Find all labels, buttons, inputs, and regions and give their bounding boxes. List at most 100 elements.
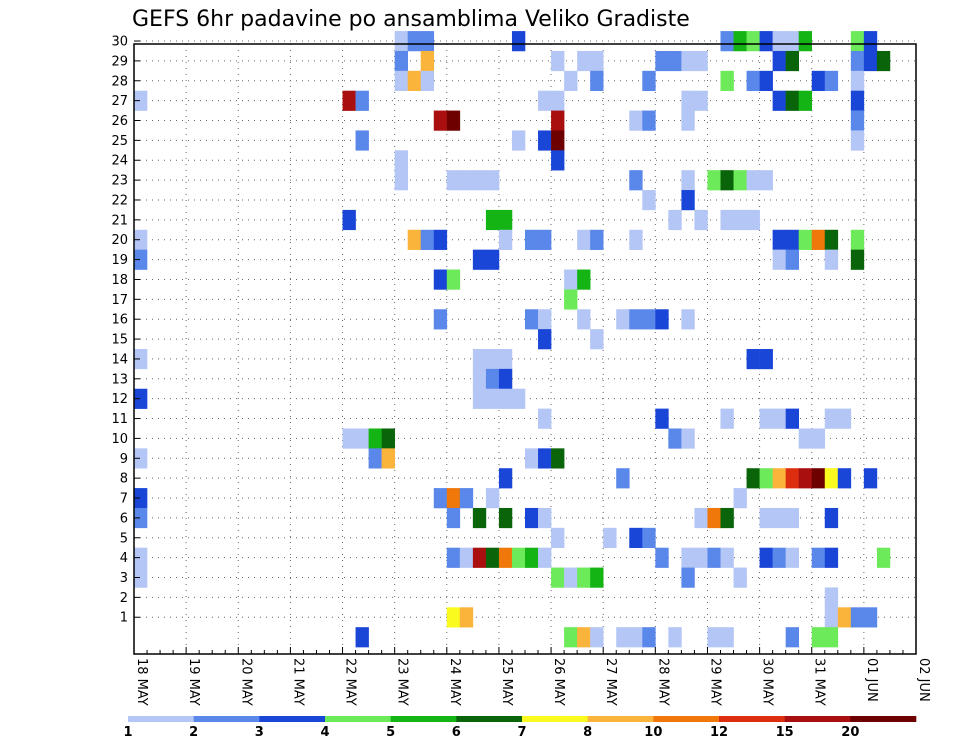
heatmap-cell	[655, 50, 669, 72]
heatmap-cell	[134, 388, 148, 409]
heatmap-cell	[551, 150, 565, 171]
colorbar-segment	[522, 716, 588, 722]
heatmap-cell	[720, 70, 734, 91]
x-tick-label: 22 MAY	[343, 658, 358, 706]
y-tick-label: 4	[120, 551, 128, 566]
heatmap-cell	[134, 567, 148, 588]
heatmap-cell	[446, 170, 461, 191]
heatmap-cell	[733, 209, 747, 231]
heatmap-cell	[446, 269, 461, 290]
heatmap-cell	[342, 90, 356, 111]
heatmap-cell	[785, 507, 799, 529]
heatmap-cell	[824, 627, 839, 648]
heatmap-cell	[472, 249, 487, 270]
x-tick-label: 30 MAY	[760, 658, 775, 706]
heatmap-cell	[485, 388, 500, 409]
y-tick-label: 17	[111, 293, 128, 308]
heatmap-cell	[850, 90, 865, 111]
heatmap-cell	[850, 70, 865, 91]
heatmap-cell	[785, 249, 799, 270]
heatmap-cell	[681, 428, 695, 449]
heatmap-cell	[525, 547, 539, 568]
heatmap-cell	[642, 527, 656, 548]
heatmap-cell	[498, 368, 513, 390]
heatmap-cell	[876, 547, 891, 568]
heatmap-cell	[590, 50, 604, 72]
heatmap-cell	[629, 627, 643, 648]
heatmap-cell	[498, 388, 513, 409]
heatmap-cell	[785, 229, 799, 250]
colorbar-label: 5	[386, 725, 395, 740]
heatmap-cell	[564, 627, 578, 648]
y-axis-ticks: 1234567891011121314151617181920212223242…	[111, 35, 140, 626]
heatmap-cell	[746, 170, 760, 191]
heatmap-cell	[394, 31, 408, 52]
heatmap-cell	[746, 209, 760, 231]
heatmap-cell	[564, 567, 578, 588]
heatmap-cell	[694, 50, 708, 72]
heatmap-cell	[577, 567, 591, 588]
heatmap-cell	[498, 229, 513, 250]
heatmap-cell	[564, 269, 578, 290]
heatmap-cell	[772, 50, 786, 72]
heatmap-cell	[472, 368, 487, 390]
heatmap-cell	[707, 547, 721, 568]
colorbar-segment	[390, 716, 457, 722]
heatmap-cell	[433, 229, 448, 250]
heatmap-cell	[863, 50, 878, 72]
heatmap-cell	[642, 110, 656, 131]
heatmap-cell	[720, 170, 734, 191]
colorbar-segment	[719, 716, 785, 722]
x-axis-ticks: 18 MAY 19 MAY 20 MAY 21 MAY 22 MAY 23 MAY 24 M…	[133, 647, 931, 706]
y-tick-label: 23	[111, 174, 128, 189]
heatmap-cell	[759, 349, 773, 370]
heatmap-cell	[681, 309, 695, 330]
heatmap-cell	[798, 90, 813, 111]
heatmap-cell	[824, 507, 839, 529]
heatmap-cell	[498, 507, 513, 529]
heatmap-cell	[368, 428, 382, 449]
heatmap-cell	[707, 507, 721, 529]
heatmap-cell	[811, 229, 826, 250]
heatmap-cell	[485, 349, 500, 370]
chart-title: GEFS 6hr padavine po ansamblima Veliko G…	[132, 7, 690, 32]
y-tick-label: 28	[111, 74, 128, 89]
y-tick-label: 15	[111, 333, 128, 348]
heatmap-cell	[420, 50, 435, 72]
heatmap-cell	[590, 70, 604, 91]
colorbar: 1 2 3 4 5 6 7 8 10 12 15 20	[123, 716, 917, 740]
heatmap-cell	[746, 31, 760, 52]
y-tick-label: 14	[111, 352, 128, 367]
heatmap-cell	[459, 607, 474, 628]
colorbar-label: 3	[255, 725, 264, 740]
heatmap-cell	[498, 468, 513, 489]
y-tick-label: 16	[111, 313, 128, 328]
heatmap-cell	[720, 547, 734, 568]
heatmap-cell	[746, 349, 760, 370]
heatmap-cell	[759, 547, 773, 568]
heatmap-cell	[485, 170, 500, 191]
heatmap-cell	[538, 130, 552, 151]
colorbar-label: 10	[644, 725, 662, 740]
heatmap-cell	[785, 468, 799, 489]
heatmap-cell	[824, 587, 839, 608]
heatmap-cell	[446, 607, 461, 628]
heatmap-cell	[668, 627, 682, 648]
y-tick-label: 7	[120, 492, 128, 507]
heatmap-cell	[733, 31, 747, 52]
heatmap-cell	[850, 50, 865, 72]
heatmap-cell	[590, 229, 604, 250]
heatmap-cell	[694, 90, 708, 111]
heatmap-cell	[420, 70, 435, 91]
heatmap-cell	[850, 607, 865, 628]
colorbar-label: 12	[710, 725, 728, 740]
heatmap-cell	[681, 110, 695, 131]
x-tick-label: 25 MAY	[499, 658, 514, 706]
heatmap-cell	[850, 110, 865, 131]
colorbar-label: 6	[452, 725, 461, 740]
heatmap-cell	[681, 90, 695, 111]
y-tick-label: 29	[111, 54, 128, 69]
x-tick-label: 01 JUN	[864, 658, 879, 702]
heatmap-cell	[538, 229, 552, 250]
heatmap-cell	[355, 130, 369, 151]
